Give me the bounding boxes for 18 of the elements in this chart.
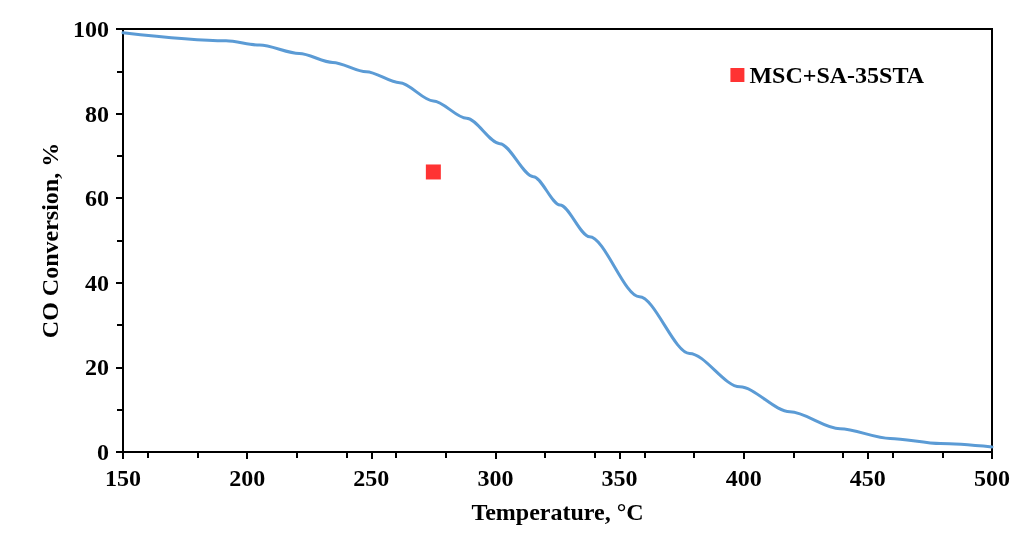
legend-label: MSC+SA-35STA [749,62,925,88]
x-tick-label: 450 [849,465,886,491]
y-axis-title: CO Conversion, % [37,142,64,339]
x-tick-label: 150 [105,465,141,491]
x-axis-title: Temperature, °C [471,499,644,525]
y-tick-label: 80 [85,100,109,127]
y-tick-label: 40 [85,269,109,296]
x-tick-label: 300 [477,465,514,491]
x-tick-label: 250 [353,465,390,491]
y-tick-label: 20 [85,354,109,381]
y-tick-label: 100 [73,16,109,42]
line-series [121,31,994,449]
x-tick-label: 350 [601,465,638,491]
x-tick-label: 500 [974,465,1010,491]
x-tick-label: 400 [725,465,762,491]
y-tick-label: 60 [85,185,109,212]
x-tick-label: 200 [229,465,266,491]
y-tick-label: 0 [97,439,109,465]
